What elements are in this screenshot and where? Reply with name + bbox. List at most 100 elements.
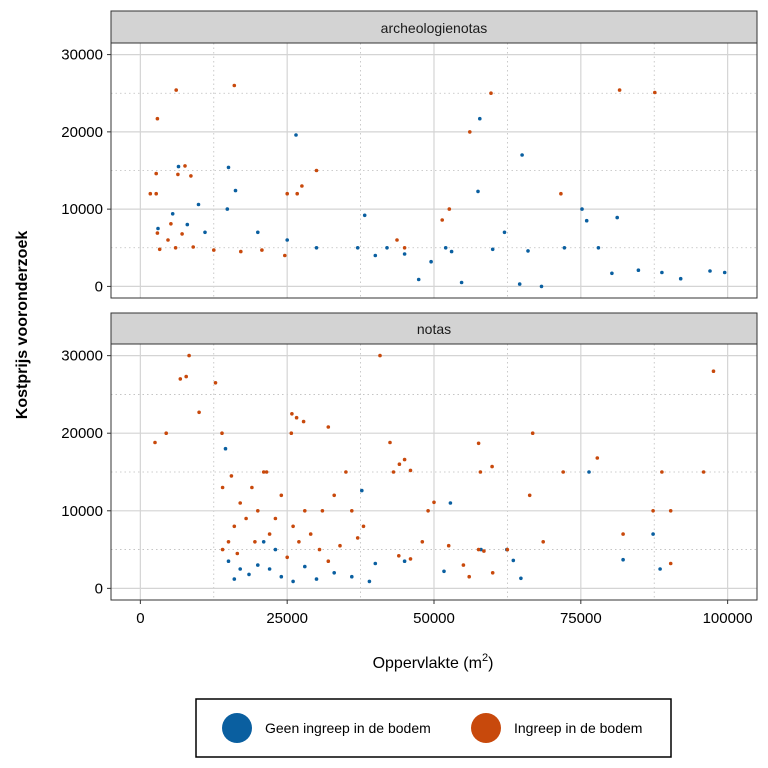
data-point: [443, 246, 448, 250]
data-point: [621, 532, 625, 536]
data-point: [708, 269, 712, 273]
data-point: [511, 558, 516, 563]
data-point: [154, 171, 158, 176]
data-point: [373, 561, 378, 566]
data-point: [580, 207, 584, 211]
data-point: [212, 248, 216, 252]
data-point: [660, 270, 664, 275]
data-point: [338, 543, 342, 548]
data-point: [711, 369, 716, 374]
data-point: [196, 202, 201, 207]
x-axis: 0 25000 50000 75000 100000: [136, 600, 753, 627]
data-point: [402, 252, 407, 256]
data-point: [291, 579, 295, 584]
strip-archeologienotas: [110, 10, 758, 44]
data-point: [220, 431, 224, 436]
data-point: [617, 88, 622, 92]
legend-label-geen-ingreep: Geen ingreep in de bodem: [265, 720, 431, 736]
data-point: [320, 509, 325, 513]
data-point: [233, 188, 238, 193]
data-point: [294, 133, 298, 137]
data-point: [229, 474, 234, 478]
data-point: [378, 353, 382, 358]
data-point: [155, 116, 160, 121]
data-point: [255, 563, 260, 567]
data-point: [279, 493, 284, 498]
data-point: [610, 271, 614, 276]
data-point: [189, 174, 193, 178]
data-point: [260, 248, 264, 252]
data-point: [440, 218, 445, 222]
data-point: [587, 470, 591, 474]
data-point: [490, 464, 494, 469]
legend-key-geen-ingreep: [222, 713, 252, 743]
data-point: [232, 524, 237, 529]
data-point: [332, 571, 337, 575]
x-axis-title: Oppervlakte (m2): [373, 652, 494, 672]
y-tick-label: 20000: [61, 124, 103, 141]
gridlines-notas: [111, 344, 757, 600]
data-point: [478, 470, 483, 474]
y-axis-notas: 0 10000 20000 30000: [61, 348, 111, 597]
y-tick-label: 10000: [61, 201, 103, 218]
data-point: [478, 116, 482, 121]
data-point: [156, 226, 160, 231]
legend-key-ingreep: [471, 713, 501, 743]
data-point: [350, 574, 354, 579]
data-point: [402, 457, 407, 462]
data-point: [273, 516, 278, 521]
data-point: [429, 259, 433, 264]
data-point: [283, 253, 287, 258]
y-tick-label: 30000: [61, 348, 103, 365]
strip-notas: [110, 312, 758, 345]
data-point: [517, 282, 522, 286]
data-point: [180, 232, 184, 236]
data-point: [326, 559, 331, 563]
data-point: [255, 509, 260, 513]
data-point: [402, 559, 407, 563]
data-point: [187, 353, 191, 358]
strip-title-archeologienotas: archeologienotas: [381, 20, 488, 36]
data-point: [157, 247, 162, 252]
y-tick-label: 10000: [61, 503, 103, 520]
data-point: [461, 563, 466, 567]
data-point: [476, 189, 480, 194]
data-point: [203, 230, 207, 235]
data-point: [701, 470, 706, 474]
data-point: [220, 547, 225, 552]
data-point: [668, 509, 673, 513]
data-point: [344, 470, 348, 474]
data-point: [446, 543, 451, 548]
legend: Geen ingreep in de bodem Ingreep in de b…: [195, 698, 672, 758]
data-point: [267, 532, 272, 536]
data-point: [314, 246, 319, 250]
data-point: [596, 246, 601, 250]
data-point: [678, 276, 683, 281]
data-point: [169, 222, 173, 226]
data-point: [520, 153, 524, 157]
data-point: [562, 246, 567, 250]
data-point: [442, 569, 446, 574]
data-point: [244, 516, 248, 521]
data-point: [223, 446, 228, 451]
data-point: [155, 231, 160, 235]
data-point: [447, 207, 452, 211]
data-point: [527, 493, 532, 498]
data-point: [225, 207, 230, 211]
data-point: [153, 440, 157, 445]
data-point: [432, 500, 436, 505]
data-point: [291, 524, 295, 529]
x-tick-label: 75000: [560, 610, 602, 627]
data-point: [595, 456, 600, 460]
data-point: [367, 579, 372, 584]
data-point: [653, 90, 657, 95]
data-point: [250, 485, 254, 490]
data-point: [279, 574, 284, 579]
data-point: [174, 88, 178, 92]
data-point: [505, 547, 510, 552]
data-point: [303, 564, 307, 569]
data-point: [301, 419, 306, 424]
data-point: [559, 191, 563, 196]
data-point: [238, 567, 242, 571]
data-point: [176, 172, 180, 177]
